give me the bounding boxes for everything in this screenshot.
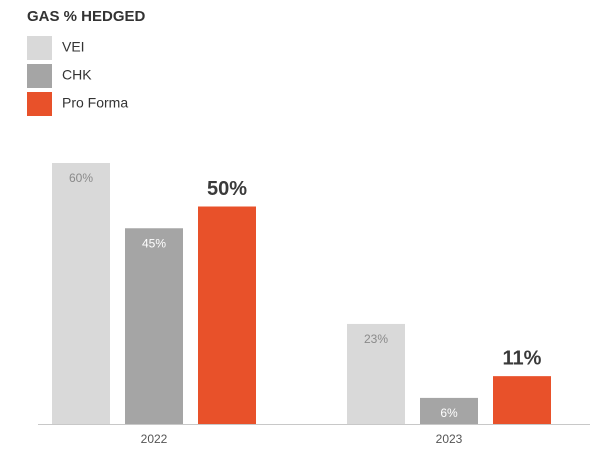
- data-label: 6%: [440, 406, 458, 420]
- bar: [198, 206, 256, 424]
- legend-swatch: [27, 92, 52, 116]
- data-label: 45%: [142, 236, 166, 250]
- data-label: 23%: [364, 332, 388, 346]
- legend-label: VEI: [62, 39, 85, 55]
- bar: [125, 228, 183, 424]
- data-label: 60%: [69, 171, 93, 185]
- bar: [493, 376, 551, 424]
- x-tick-label: 2022: [141, 432, 168, 446]
- legend-label: CHK: [62, 67, 92, 83]
- bar: [52, 163, 110, 424]
- x-tick-label: 2023: [436, 432, 463, 446]
- legend-label: Pro Forma: [62, 95, 128, 111]
- legend-swatch: [27, 64, 52, 88]
- legend-swatch: [27, 36, 52, 60]
- bar: [347, 323, 405, 424]
- chart-title: GAS % HEDGED: [27, 8, 146, 25]
- data-label: 50%: [207, 178, 247, 200]
- bar: [420, 397, 478, 424]
- data-label: 11%: [503, 347, 542, 369]
